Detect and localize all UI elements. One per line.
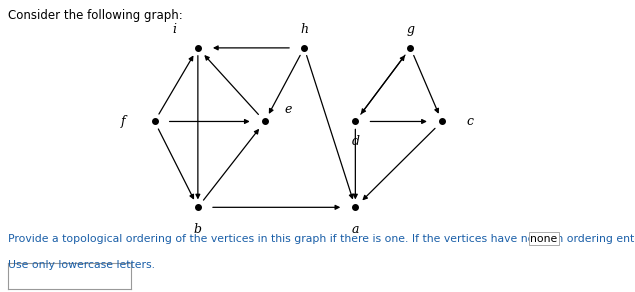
Text: b: b — [194, 223, 202, 236]
Text: i: i — [172, 23, 177, 36]
Text: f: f — [121, 115, 125, 128]
Text: g: g — [406, 23, 415, 36]
Text: none: none — [530, 234, 558, 244]
Text: h: h — [300, 23, 308, 36]
Text: Use only lowercase letters.: Use only lowercase letters. — [8, 260, 154, 270]
Text: a: a — [352, 223, 359, 236]
Text: c: c — [466, 115, 473, 128]
Text: Consider the following graph:: Consider the following graph: — [8, 9, 182, 22]
Text: Provide a topological ordering of the vertices in this graph if there is one. If: Provide a topological ordering of the ve… — [8, 234, 635, 244]
Text: e: e — [284, 103, 292, 116]
Text: d: d — [351, 135, 359, 148]
